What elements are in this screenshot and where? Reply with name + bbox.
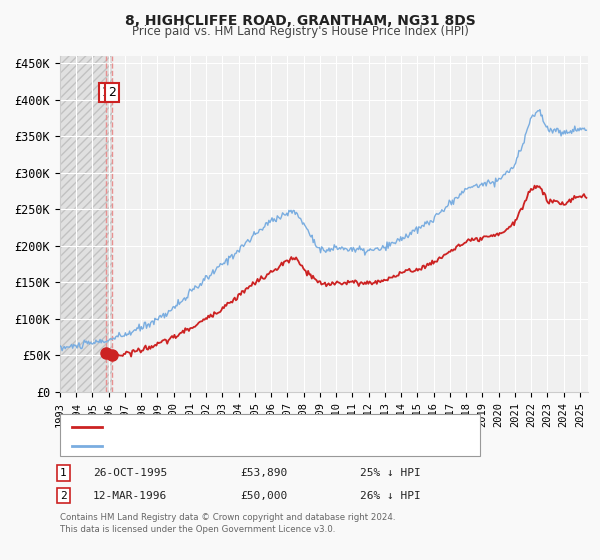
- Text: 25% ↓ HPI: 25% ↓ HPI: [360, 468, 421, 478]
- Text: 12-MAR-1996: 12-MAR-1996: [93, 491, 167, 501]
- Bar: [60, 56, 112, 392]
- Text: 2: 2: [108, 86, 116, 99]
- Bar: [60, 56, 112, 392]
- Text: Price paid vs. HM Land Registry's House Price Index (HPI): Price paid vs. HM Land Registry's House …: [131, 25, 469, 38]
- Text: £50,000: £50,000: [240, 491, 287, 501]
- Text: 8, HIGHCLIFFE ROAD, GRANTHAM, NG31 8DS: 8, HIGHCLIFFE ROAD, GRANTHAM, NG31 8DS: [125, 14, 475, 28]
- Text: 1: 1: [102, 86, 110, 99]
- Text: 1: 1: [60, 468, 67, 478]
- Text: Contains HM Land Registry data © Crown copyright and database right 2024.: Contains HM Land Registry data © Crown c…: [60, 513, 395, 522]
- Text: 8, HIGHCLIFFE ROAD, GRANTHAM, NG31 8DS (detached house): 8, HIGHCLIFFE ROAD, GRANTHAM, NG31 8DS (…: [108, 422, 452, 432]
- Text: 26% ↓ HPI: 26% ↓ HPI: [360, 491, 421, 501]
- Text: HPI: Average price, detached house, South Kesteven: HPI: Average price, detached house, Sout…: [108, 441, 421, 451]
- Text: 2: 2: [60, 491, 67, 501]
- Text: £53,890: £53,890: [240, 468, 287, 478]
- Text: This data is licensed under the Open Government Licence v3.0.: This data is licensed under the Open Gov…: [60, 525, 335, 534]
- Text: 26-OCT-1995: 26-OCT-1995: [93, 468, 167, 478]
